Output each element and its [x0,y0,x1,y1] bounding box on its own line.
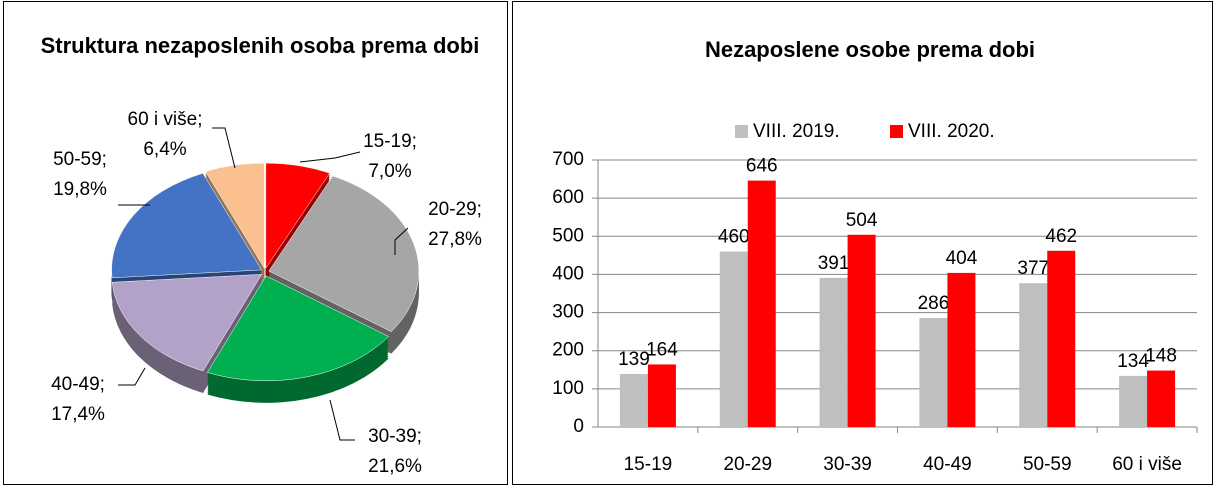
legend-label: VIII. 2020. [908,121,995,142]
x-tick-label: 40-49 [923,454,972,475]
bar [647,364,676,427]
y-tick-label: 200 [552,340,584,361]
slice-value-label: 6,4% [143,139,186,160]
leader-line [394,227,409,255]
bar-value-label: 134 [1117,351,1149,372]
leader-line [118,367,146,386]
slice-category: 15-19; [363,131,417,152]
slice [111,173,263,279]
bar-value-label: 139 [618,349,650,370]
bar [1147,370,1176,427]
bar-value-label: 462 [1045,226,1077,247]
bar-value-label: 391 [818,253,850,274]
bar-frame [512,1,1213,485]
y-tick-label: 100 [552,378,584,399]
leader-line [299,151,361,163]
legend-swatch [735,125,748,138]
bar-value-label: 404 [946,248,978,269]
bar-value-label: 286 [918,293,950,314]
slice-value-label: 17,4% [51,404,105,425]
leader-line [212,127,236,169]
x-tick-label: 50-59 [1023,454,1072,475]
bar [1119,375,1148,427]
bar [919,317,948,427]
bar [619,373,648,427]
y-tick-label: 0 [573,416,584,437]
slice-value-label: 19,8% [53,179,107,200]
slice-category: 40-49; [51,374,105,395]
slice [111,274,263,372]
x-tick-label: 60 i više [1112,454,1182,475]
bar-value-label: 460 [718,227,750,248]
leader-line [329,399,355,441]
slice-value-label: 21,6% [368,456,422,477]
slice [265,162,331,269]
y-tick-label: 500 [552,225,584,246]
bar-value-label: 164 [646,339,678,360]
slice-category: 20-29; [428,199,482,220]
y-tick-label: 400 [552,263,584,284]
bar-value-label: 504 [846,210,878,231]
bar [1047,250,1076,427]
y-tick-label: 300 [552,302,584,323]
bar [847,234,876,427]
legend-swatch [890,125,903,138]
bar [819,277,848,427]
x-tick-label: 20-29 [723,454,772,475]
slice-value-label: 27,8% [428,229,482,250]
slice [268,175,420,332]
y-tick-label: 700 [552,149,584,170]
bar [1019,283,1048,427]
slice [207,275,389,382]
bar [947,272,976,427]
bar-value-label: 377 [1017,258,1049,279]
x-tick-label: 30-39 [823,454,872,475]
bar-title: Nezaposlene osobe prema dobi [704,37,1036,62]
bar-value-label: 148 [1145,346,1177,367]
bar [719,251,748,427]
slice-category: 50-59; [53,149,107,170]
x-tick-label: 15-19 [624,454,673,475]
slice-category: 30-39; [368,426,422,447]
bar-value-label: 646 [746,156,778,177]
slice-value-label: 7,0% [368,161,411,182]
slice-category: 60 i više; [128,109,203,130]
legend-label: VIII. 2019. [753,121,840,142]
y-tick-label: 600 [552,187,584,208]
bar [747,180,776,427]
pie-title: Struktura nezaposlenih osoba prema dobi [40,33,480,58]
pie-frame [3,1,508,485]
